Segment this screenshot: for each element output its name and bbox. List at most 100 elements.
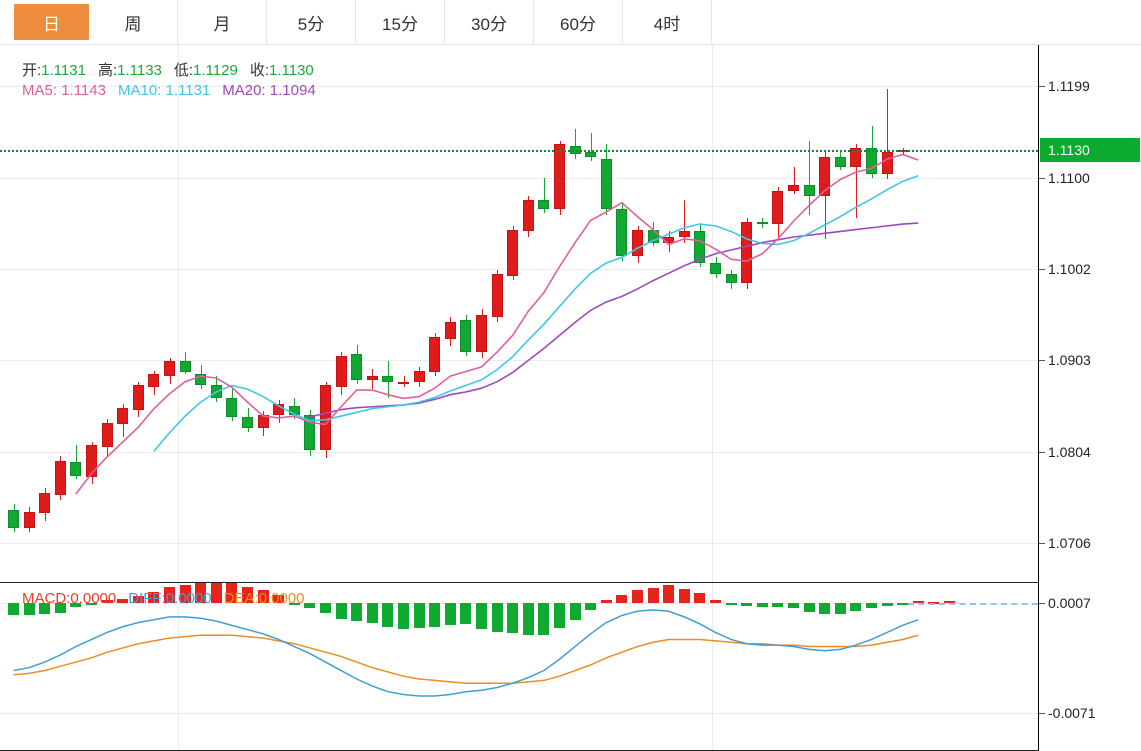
- macd-histogram-bar: [819, 602, 831, 614]
- macd-histogram-bar: [912, 601, 924, 604]
- tab-0[interactable]: 日: [14, 4, 89, 40]
- macd-plot-area[interactable]: [0, 583, 1038, 751]
- tab-label: 15分: [382, 14, 418, 34]
- candle-body: [694, 231, 706, 263]
- tab-1[interactable]: 周: [89, 0, 178, 44]
- macd-histogram-bar: [866, 602, 877, 609]
- price-gridline: [0, 360, 1038, 362]
- macd-histogram-bar: [54, 602, 66, 613]
- high-label: 高:: [97, 62, 118, 79]
- candle-body: [132, 385, 144, 410]
- macd-histogram-bar: [335, 602, 347, 620]
- candle-body: [710, 262, 721, 275]
- candle-body: [8, 509, 19, 529]
- candle-body: [585, 151, 597, 158]
- tab-label: 5分: [297, 14, 325, 34]
- candle-body: [444, 322, 456, 340]
- price-tick: [1039, 85, 1045, 87]
- tab-2[interactable]: 月: [178, 0, 267, 44]
- macd-histogram-bar: [772, 602, 784, 608]
- candle-wick: [590, 133, 592, 161]
- candle-body: [803, 185, 815, 197]
- candle-body: [382, 376, 394, 382]
- macd-histogram-bar: [585, 602, 597, 610]
- tab-6[interactable]: 60分: [534, 0, 623, 44]
- candle-body: [507, 229, 519, 276]
- candle-body: [460, 320, 472, 353]
- tab-7[interactable]: 4时: [623, 0, 712, 44]
- price-plot-area[interactable]: [0, 45, 1038, 583]
- macd-histogram-bar: [507, 602, 519, 634]
- ohlc-legend: 开:1.1131 高:1.1133 低:1.1129 收:1.1130: [22, 59, 314, 80]
- open-label: 开:: [22, 62, 42, 79]
- tab-label: 日: [43, 14, 60, 34]
- macd-histogram-bar: [476, 602, 487, 630]
- diff-label: DIFF:: [128, 590, 166, 607]
- low-value: 1.1129: [193, 62, 238, 79]
- price-gridline: [0, 268, 1038, 270]
- candle-body: [164, 361, 175, 377]
- macd-histogram-bar: [195, 583, 207, 603]
- macd-histogram-bar: [741, 602, 753, 607]
- macd-legend: MACD:0.0000 DIFF:0.0000 DEA:0.0000: [22, 590, 305, 607]
- macd-time-gridline: [178, 583, 179, 751]
- price-tick: [1039, 452, 1045, 454]
- high-value: 1.1133: [117, 62, 162, 79]
- candle-body: [117, 407, 129, 425]
- candle-body: [834, 157, 846, 167]
- ma10-line: [153, 175, 919, 452]
- candle-body: [86, 444, 97, 478]
- candle-wick: [793, 166, 795, 195]
- candle-body: [101, 422, 113, 447]
- candle-body: [819, 157, 831, 197]
- price-gridline: [0, 177, 1038, 179]
- candle-body: [413, 370, 425, 382]
- macd-tick-label: -0.0071: [1048, 704, 1096, 721]
- macd-time-gridline: [712, 583, 713, 751]
- ma5-value: 1.1143: [61, 82, 106, 99]
- candle-body: [850, 147, 862, 167]
- tab-5[interactable]: 30分: [445, 0, 534, 44]
- macd-tick-label: 0.0007: [1048, 594, 1091, 611]
- candle-body: [569, 146, 581, 154]
- candle-wick: [575, 129, 577, 160]
- time-gridline: [178, 45, 179, 583]
- ma5-line: [75, 153, 919, 495]
- macd-histogram-bar: [86, 602, 97, 605]
- low-label: 低:: [173, 62, 194, 79]
- macd-histogram-bar: [756, 602, 768, 607]
- tab-3[interactable]: 5分: [267, 0, 356, 44]
- candle-body: [429, 337, 441, 373]
- current-price-line: [0, 149, 1038, 152]
- macd-histogram-bar: [351, 602, 363, 621]
- current-price-badge: 1.1130: [1040, 137, 1140, 162]
- candle-wick: [887, 88, 889, 180]
- candle-body: [179, 361, 191, 373]
- macd-histogram-bar: [632, 590, 643, 603]
- price-tick: [1039, 268, 1045, 270]
- candle-body: [772, 190, 784, 225]
- macd-histogram-bar: [710, 600, 721, 603]
- tab-label: 4时: [653, 14, 681, 34]
- price-baseline: [0, 582, 1038, 583]
- diff-line: [13, 609, 919, 697]
- ma10-label: MA10:: [117, 82, 162, 99]
- diff-value: 0.0000: [165, 590, 212, 607]
- candle-body: [242, 416, 253, 429]
- macd-histogram-bar: [39, 602, 51, 615]
- candle-body: [39, 493, 51, 514]
- candle-body: [351, 353, 363, 380]
- macd-axis: 0.0007 -0.0071: [1038, 583, 1141, 751]
- tab-4[interactable]: 15分: [356, 0, 445, 44]
- candle-body: [304, 415, 316, 451]
- macd-histogram-bar: [273, 594, 285, 603]
- macd-histogram-bar: [210, 583, 222, 603]
- candle-body: [366, 376, 378, 380]
- ma5-line-layer: [75, 153, 919, 495]
- macd-histogram-bar: [694, 592, 706, 603]
- candle-body: [616, 209, 628, 256]
- candle-body: [725, 274, 737, 284]
- candle-body: [476, 314, 487, 353]
- price-tick-label: 1.0804: [1048, 444, 1091, 461]
- tab-label: 月: [213, 14, 231, 34]
